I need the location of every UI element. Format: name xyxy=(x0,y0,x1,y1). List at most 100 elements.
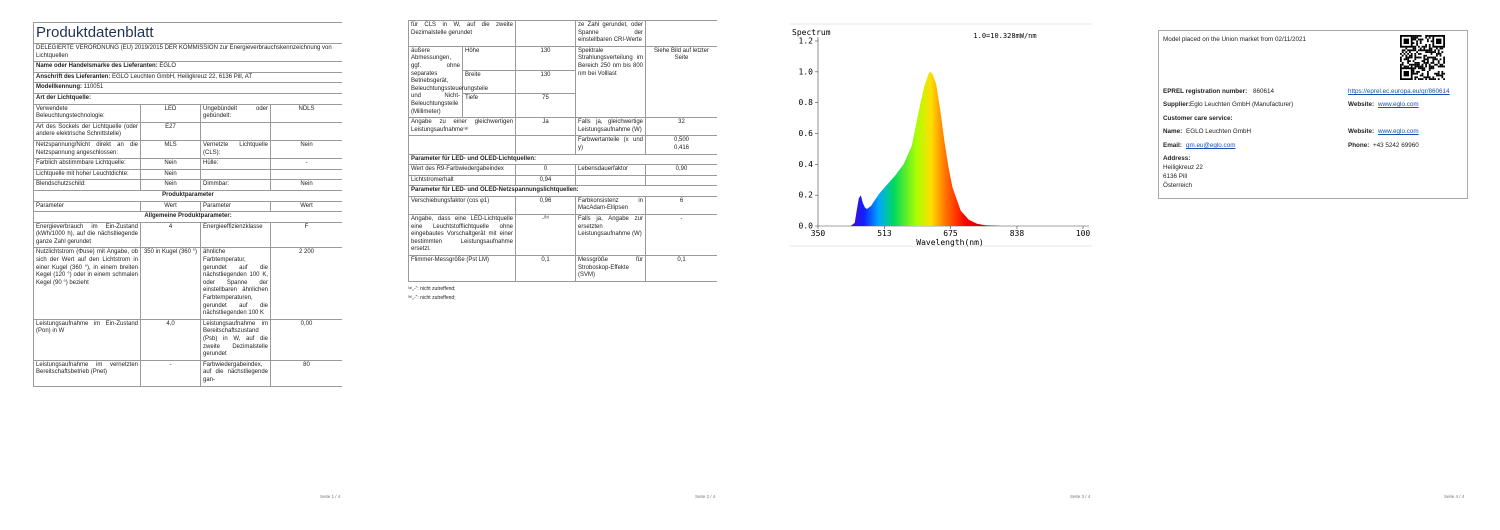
heading: Customer care service: xyxy=(1163,115,1233,122)
y-tick-label: 0.6 xyxy=(799,129,814,138)
qr-module xyxy=(1441,72,1444,75)
qr-module xyxy=(1423,47,1426,50)
qr-module xyxy=(1423,54,1426,57)
qr-module xyxy=(1430,62,1433,64)
x-tick-label: 350 xyxy=(811,229,826,238)
qr-module xyxy=(1421,74,1424,77)
qr-module xyxy=(1432,56,1435,59)
qr-module xyxy=(1409,49,1411,52)
qr-module xyxy=(1432,60,1435,62)
y-tick-label: 1.0 xyxy=(799,67,814,76)
label: Anschrift des Lieferanten: xyxy=(36,73,111,80)
qr-module xyxy=(1425,44,1427,46)
footnote: ⁽ᵇ⁾„-“: nicht zutreffend; xyxy=(408,294,456,301)
table-cell: 0,500 0,416 xyxy=(645,135,717,155)
qr-module xyxy=(1434,49,1436,52)
qr-module xyxy=(1412,63,1415,66)
label: Email: xyxy=(1163,142,1182,149)
qr-module xyxy=(1416,76,1418,79)
qr-module xyxy=(1432,65,1435,68)
qr-module xyxy=(1423,60,1426,62)
qr-module xyxy=(1400,65,1402,68)
qr-module xyxy=(1412,42,1415,44)
qr-module xyxy=(1412,69,1415,71)
link[interactable]: gm.eu@eglo.com xyxy=(1186,142,1236,149)
page-1: Produktdatenblatt DELEGIERTE VERORDNUNG (… xyxy=(33,22,342,490)
annotation: 1.0=10.328mW/nm xyxy=(973,32,1036,40)
qr-module xyxy=(1416,42,1418,44)
qr-module xyxy=(1400,56,1402,59)
qr-module xyxy=(1405,54,1408,57)
qr-module xyxy=(1421,45,1424,48)
qr-module xyxy=(1425,35,1427,37)
qr-module xyxy=(1427,60,1429,62)
qr-module xyxy=(1430,67,1433,70)
qr-module xyxy=(1432,62,1435,64)
qr-module xyxy=(1436,63,1438,66)
table-cell: ze Zahl gerundet, oder Spanne der einste… xyxy=(575,20,646,47)
qr-module xyxy=(1434,63,1436,66)
qr-module xyxy=(1436,53,1438,55)
qr-module xyxy=(1414,38,1417,41)
footnote: ⁽ᵃ⁾„-“: nicht zutreffend; xyxy=(408,285,456,292)
qr-module xyxy=(1434,72,1436,75)
value: +43 5242 69960 xyxy=(1373,142,1419,149)
table-row: Wert des R9-Farbwiedergabeindex 0 Lebensda… xyxy=(408,164,717,176)
table-row: Leistungsaufnahme im vernetzten Bereitsc… xyxy=(33,359,342,387)
qr-module xyxy=(1428,49,1431,52)
qr-module xyxy=(1414,36,1417,39)
qr-module xyxy=(1441,74,1444,77)
qr-module xyxy=(1436,38,1442,44)
table-cell: ähnliche Farbtemperatur, gerundet auf di… xyxy=(200,247,271,320)
table-cell: Messgröße für Stroboskop-Effekte (SVM) xyxy=(575,255,646,282)
qr-module xyxy=(1425,36,1427,39)
qr-module xyxy=(1421,63,1424,66)
link[interactable]: https://eprel.ec.europa.eu/qr/860614 xyxy=(1348,88,1450,95)
qr-module xyxy=(1430,47,1433,50)
qr-module xyxy=(1407,65,1409,68)
regulation: DELEGIERTE VERORDNUNG (EU) 2019/2015 DER… xyxy=(33,42,342,63)
qr-module xyxy=(1428,44,1431,46)
qr-module xyxy=(1434,56,1436,59)
qr-module xyxy=(1423,67,1426,70)
table-cell: Farbwiedergabeindex, auf die nächstliege… xyxy=(200,359,271,387)
qr-module xyxy=(1419,65,1422,68)
qr-module xyxy=(1432,51,1435,53)
qr-module xyxy=(1416,65,1418,68)
qr-module xyxy=(1428,76,1431,79)
qr-module xyxy=(1409,60,1411,62)
qr-module xyxy=(1419,53,1422,55)
qr-module xyxy=(1427,72,1429,75)
label: Name: xyxy=(1163,128,1183,135)
qr-module xyxy=(1418,78,1420,80)
qr-module xyxy=(1437,72,1440,75)
qr-module xyxy=(1423,76,1426,79)
qr-module xyxy=(1412,47,1415,50)
qr-module xyxy=(1414,67,1417,70)
page-4-box xyxy=(1158,30,1468,199)
qr-module xyxy=(1407,58,1409,61)
qr-module xyxy=(1428,63,1431,66)
qr-module xyxy=(1410,63,1413,66)
qr-module xyxy=(1414,72,1417,75)
qr-module xyxy=(1412,67,1415,70)
qr-module xyxy=(1441,51,1444,53)
qr-module xyxy=(1423,62,1426,64)
page-2: für CLS in W, auf die zweite Dezimalstel… xyxy=(408,20,717,380)
qr-module xyxy=(1412,35,1415,37)
label: Name oder Handelsmarke des Lieferanten: xyxy=(36,63,158,70)
qr-module xyxy=(1410,49,1413,52)
qr-module xyxy=(1430,35,1433,37)
qr-module xyxy=(1436,74,1438,77)
qr-module xyxy=(1410,65,1413,68)
label: Website: xyxy=(1348,128,1375,135)
link[interactable]: www.eglo.com xyxy=(1378,101,1419,108)
link[interactable]: www.eglo.com xyxy=(1378,128,1419,135)
y-tick-label: 1.2 xyxy=(799,37,814,46)
qr-module xyxy=(1403,58,1406,61)
table-row: Nutzlichtstrom (Φuse) mit Angabe, ob sic… xyxy=(33,247,342,320)
qr-module xyxy=(1414,54,1417,57)
qr-module xyxy=(1437,62,1440,64)
table-cell: 130 xyxy=(515,69,576,95)
